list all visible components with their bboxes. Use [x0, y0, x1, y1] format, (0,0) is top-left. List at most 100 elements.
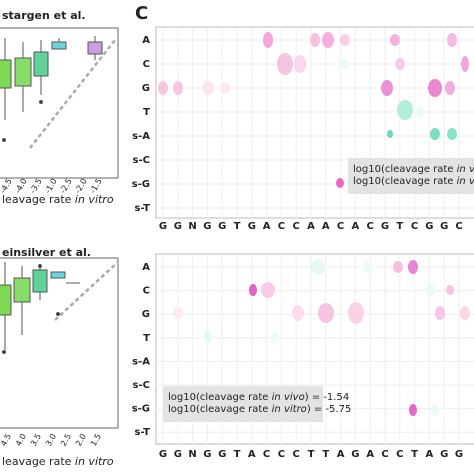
spot	[393, 261, 403, 273]
spot	[277, 53, 293, 75]
legend-part: ) = -1.54	[305, 392, 350, 403]
spot	[340, 34, 350, 46]
row-label: s-T	[135, 427, 151, 438]
spot	[158, 81, 168, 95]
spot	[425, 284, 435, 296]
column-label: G	[455, 449, 463, 460]
spot	[271, 331, 279, 343]
spot	[173, 81, 183, 95]
column-label: T	[396, 221, 403, 232]
label-part: in vitro	[75, 193, 114, 206]
column-label: A	[307, 221, 315, 232]
column-label: C	[381, 449, 388, 460]
spot	[446, 285, 454, 295]
spot	[204, 331, 212, 343]
spot	[416, 107, 424, 117]
legend-part: log10(cleavage rate	[353, 176, 457, 187]
legend-part: log10(cleavage rate	[168, 404, 272, 415]
panel-title: einsilver et al.	[2, 246, 91, 259]
column-label: G	[381, 221, 389, 232]
spot	[348, 302, 364, 324]
column-label: G	[218, 449, 226, 460]
legend-text: log10(cleavage rate in vivo) =	[353, 164, 474, 175]
column-label: C	[263, 449, 270, 460]
legend-part: ) = -5.75	[307, 404, 352, 415]
x-tick-label: 2.0	[74, 432, 88, 448]
x-tick-label: 3.0	[44, 432, 58, 448]
row-label: s-C	[133, 155, 150, 166]
x-tick-label: 2.5	[59, 432, 73, 448]
column-label: T	[234, 449, 241, 460]
legend-part: in vitro	[272, 404, 307, 415]
column-label: C	[455, 221, 462, 232]
spot	[461, 56, 469, 72]
legend-text: log10(cleavage rate in vitro) = -5.75	[168, 404, 351, 415]
spot	[387, 130, 393, 138]
spot	[390, 34, 400, 46]
legend-part: log10(cleavage rate	[353, 164, 457, 175]
column-label: C	[337, 221, 344, 232]
row-label: C	[143, 59, 150, 70]
column-label: G	[440, 221, 448, 232]
column-label: T	[411, 449, 418, 460]
column-label: A	[263, 221, 271, 232]
boxplots	[0, 262, 80, 354]
legend-part: in vitro	[457, 176, 474, 187]
spot	[435, 306, 445, 320]
row-label: A	[142, 35, 150, 46]
x-tick-label: 3.5	[29, 432, 43, 448]
spot	[311, 259, 325, 275]
spot	[381, 80, 393, 96]
x-axis-label: leavage rate in vitro	[2, 455, 114, 468]
column-label: A	[248, 449, 256, 460]
label-part: in vitro	[75, 455, 114, 468]
x-tick-label: 4.5	[0, 432, 13, 448]
spot	[397, 100, 413, 120]
label-part: leavage rate	[2, 193, 75, 206]
grid-frame	[155, 253, 474, 445]
column-label: G	[351, 449, 359, 460]
spot	[430, 128, 440, 140]
column-label: G	[159, 221, 167, 232]
column-label: C	[278, 449, 285, 460]
spot	[263, 32, 273, 48]
x-axis-label: leavage rate in vitro	[2, 193, 114, 206]
legend-part: log10(cleavage rate	[168, 392, 272, 403]
column-label: C	[293, 221, 300, 232]
legend-part: in vivo	[272, 392, 305, 403]
spot	[428, 79, 442, 97]
row-label: s-G	[132, 179, 150, 190]
row-label: T	[143, 333, 150, 344]
column-label: G	[203, 449, 211, 460]
column-label: N	[188, 449, 196, 460]
row-label: G	[142, 83, 150, 94]
column-label: N	[188, 221, 196, 232]
grid-frame	[155, 26, 474, 219]
row-label: s-A	[132, 131, 150, 142]
spot	[261, 282, 275, 298]
column-label: A	[322, 221, 330, 232]
label-part: leavage rate	[2, 455, 75, 468]
row-label: s-C	[133, 380, 150, 391]
legend-box	[163, 386, 323, 422]
row-label: s-G	[132, 404, 150, 415]
column-label: A	[366, 449, 374, 460]
column-label: C	[396, 449, 403, 460]
panel-title: stargen et al.	[2, 9, 86, 22]
spot	[294, 55, 306, 73]
legend-part: in vivo	[457, 164, 474, 175]
spot	[336, 178, 344, 188]
column-label: G	[440, 449, 448, 460]
column-label: G	[203, 221, 211, 232]
row-label: T	[143, 107, 150, 118]
column-label: T	[308, 449, 315, 460]
plot-frame	[0, 257, 119, 429]
legend-text: log10(cleavage rate in vivo) = -1.54	[168, 392, 349, 403]
column-label: T	[322, 449, 329, 460]
spot	[395, 58, 405, 70]
spot	[322, 32, 334, 48]
spot	[431, 404, 439, 416]
column-label: G	[174, 221, 182, 232]
column-label: G	[425, 221, 433, 232]
